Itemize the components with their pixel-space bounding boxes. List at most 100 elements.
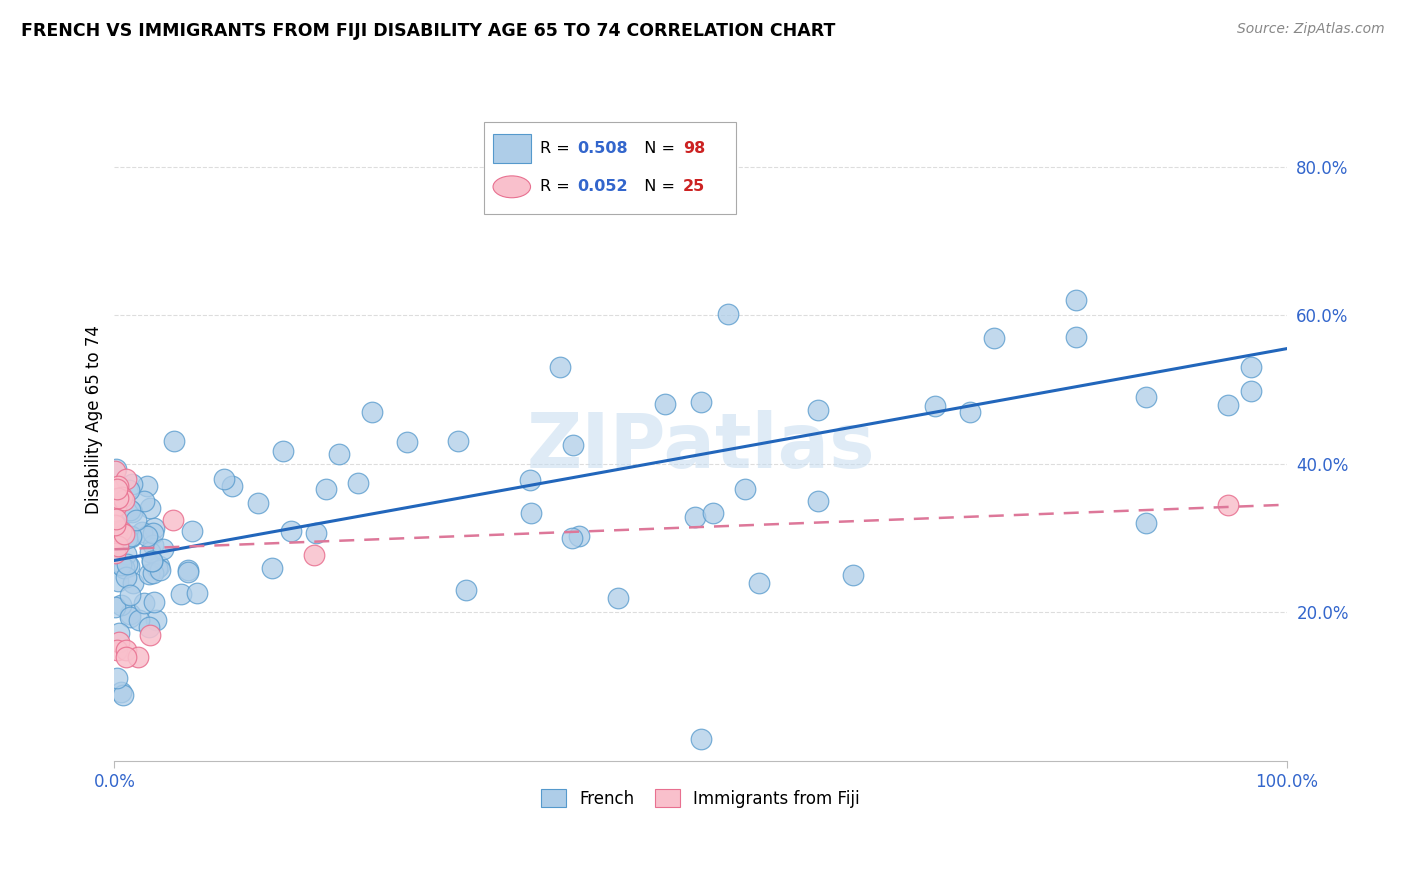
Point (654, 397, 676, 411)
FancyBboxPatch shape (494, 134, 530, 163)
Point (221, 479, 243, 493)
Point (305, 525, 328, 540)
Point (328, 447, 350, 461)
Point (280, 524, 302, 539)
Text: Source: ZipAtlas.com: Source: ZipAtlas.com (1237, 22, 1385, 37)
Point (115, 642, 138, 657)
Text: N =: N = (634, 179, 681, 194)
Point (105, 642, 128, 657)
Point (104, 546, 127, 560)
Point (110, 685, 132, 699)
Point (141, 554, 163, 568)
Point (122, 575, 145, 590)
Point (115, 650, 138, 665)
Point (110, 524, 132, 539)
Circle shape (494, 176, 530, 198)
Point (115, 547, 138, 561)
Text: 25: 25 (683, 179, 706, 194)
Point (271, 444, 294, 458)
Point (149, 563, 172, 577)
Point (139, 500, 162, 515)
Point (104, 511, 127, 525)
Point (396, 434, 419, 449)
Point (734, 482, 756, 496)
Point (152, 541, 174, 556)
Text: 0.052: 0.052 (578, 179, 628, 194)
Point (748, 575, 770, 590)
Point (1135, 390, 1157, 404)
Point (163, 434, 186, 448)
Point (115, 532, 138, 546)
Point (162, 513, 184, 527)
Point (717, 307, 740, 321)
Point (607, 591, 630, 605)
Text: R =: R = (540, 179, 575, 194)
Point (107, 635, 129, 649)
Point (142, 526, 165, 541)
Point (1064, 329, 1087, 343)
FancyBboxPatch shape (484, 122, 735, 214)
Point (561, 437, 583, 451)
Point (142, 538, 165, 552)
Point (107, 479, 129, 493)
Point (127, 650, 149, 665)
Point (1216, 398, 1239, 412)
Point (121, 505, 143, 519)
Point (108, 493, 131, 508)
Point (1135, 516, 1157, 531)
Point (104, 464, 127, 478)
Point (212, 472, 235, 486)
Point (181, 524, 204, 539)
Point (176, 565, 198, 579)
Point (138, 567, 160, 582)
Point (128, 613, 150, 627)
Point (454, 583, 477, 598)
Point (689, 394, 711, 409)
Point (105, 671, 128, 685)
Text: ZIPatlas: ZIPatlas (526, 409, 875, 483)
Point (361, 405, 384, 419)
Point (138, 620, 160, 634)
Text: R =: R = (540, 141, 575, 156)
Point (1216, 498, 1239, 512)
Point (115, 472, 138, 486)
Point (105, 531, 128, 545)
Point (120, 529, 142, 543)
Point (131, 525, 153, 540)
Point (112, 493, 135, 508)
Point (114, 526, 136, 541)
Point (1064, 293, 1087, 308)
Point (447, 434, 470, 448)
Point (141, 554, 163, 568)
Point (145, 613, 167, 627)
Point (807, 494, 830, 508)
Point (146, 561, 169, 575)
Point (924, 399, 946, 413)
Point (115, 557, 138, 571)
Point (702, 506, 724, 520)
Text: 98: 98 (683, 141, 706, 156)
Point (959, 405, 981, 419)
Point (302, 548, 325, 562)
Point (104, 517, 127, 532)
Point (121, 477, 143, 491)
Point (315, 483, 337, 497)
Point (120, 607, 142, 621)
Point (136, 529, 159, 543)
Point (347, 476, 370, 491)
Legend: French, Immigrants from Fiji: French, Immigrants from Fiji (534, 783, 866, 814)
Point (136, 479, 159, 493)
Point (111, 688, 134, 702)
Point (105, 524, 128, 539)
Point (110, 523, 132, 537)
Text: N =: N = (634, 141, 681, 156)
Point (142, 566, 165, 581)
Point (138, 545, 160, 559)
Point (567, 529, 589, 543)
Point (132, 596, 155, 610)
Point (689, 731, 711, 746)
Point (148, 559, 170, 574)
Text: 0.508: 0.508 (578, 141, 628, 156)
Point (142, 595, 165, 609)
Text: FRENCH VS IMMIGRANTS FROM FIJI DISABILITY AGE 65 TO 74 CORRELATION CHART: FRENCH VS IMMIGRANTS FROM FIJI DISABILIT… (21, 22, 835, 40)
